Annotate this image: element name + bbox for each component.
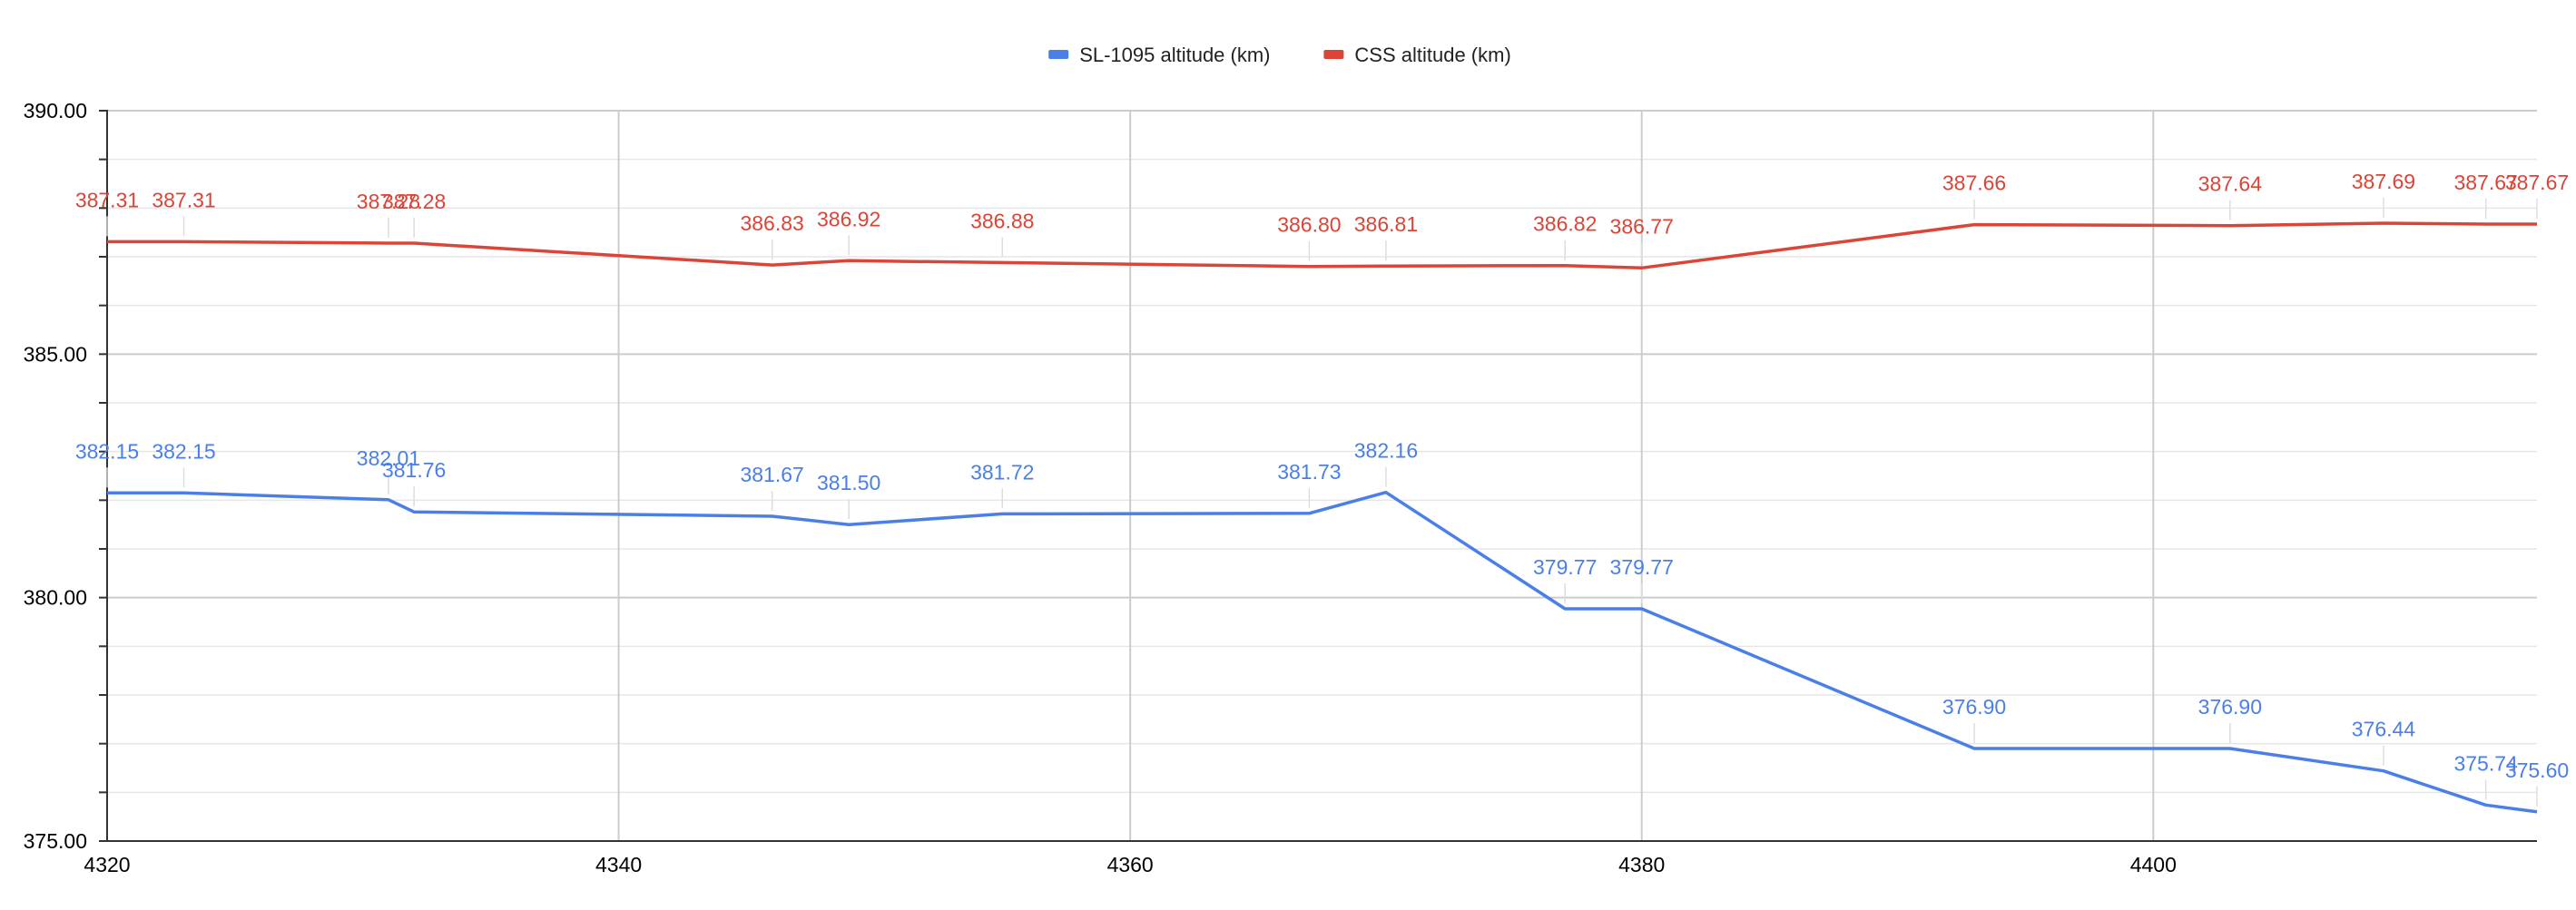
data-label: 386.81 xyxy=(1354,212,1418,236)
data-label: 376.90 xyxy=(2198,695,2262,719)
data-label: 387.64 xyxy=(2198,172,2263,196)
x-tick-label: 4400 xyxy=(2130,853,2177,876)
data-label: 381.67 xyxy=(740,463,803,486)
legend: SL-1095 altitude (km) CSS altitude (km) xyxy=(1048,44,1511,66)
legend-label: CSS altitude (km) xyxy=(1354,44,1510,66)
data-label: 376.90 xyxy=(1942,695,2006,719)
data-label: 382.16 xyxy=(1354,439,1418,463)
legend-swatch xyxy=(1048,50,1068,59)
data-label: 386.77 xyxy=(1610,214,1674,238)
data-label: 387.67 xyxy=(2505,171,2569,194)
x-tick-label: 4380 xyxy=(1618,853,1665,876)
data-label: 379.77 xyxy=(1533,555,1597,579)
series-lines xyxy=(107,223,2537,812)
data-label: 382.15 xyxy=(75,439,139,463)
legend-swatch xyxy=(1323,50,1343,59)
data-label: 387.69 xyxy=(2352,170,2415,193)
legend-label: SL-1095 altitude (km) xyxy=(1079,44,1270,66)
data-label: 386.92 xyxy=(817,207,880,230)
data-label: 387.31 xyxy=(152,188,215,211)
data-label: 379.77 xyxy=(1610,555,1674,579)
data-label: 386.88 xyxy=(970,209,1034,232)
y-tick-label: 380.00 xyxy=(24,586,87,610)
data-label: 387.28 xyxy=(382,190,446,213)
data-label: 381.50 xyxy=(817,471,880,494)
y-tick-label: 375.00 xyxy=(24,829,87,853)
data-label: 387.31 xyxy=(75,188,139,211)
data-label: 381.72 xyxy=(970,460,1034,484)
data-label: 375.60 xyxy=(2505,758,2569,782)
data-label: 387.66 xyxy=(1942,171,2006,195)
x-tick-label: 4320 xyxy=(84,853,130,876)
data-label: 376.44 xyxy=(2352,718,2416,741)
data-label: 381.73 xyxy=(1277,460,1341,484)
data-label: 386.82 xyxy=(1533,212,1597,236)
series-line-sl-1095 xyxy=(107,493,2537,812)
data-label: 386.83 xyxy=(740,211,803,235)
data-label: 381.76 xyxy=(382,458,446,482)
y-tick-label: 390.00 xyxy=(24,99,87,122)
x-tick-label: 4340 xyxy=(595,853,642,876)
data-label: 382.15 xyxy=(152,439,215,463)
x-tick-label: 4360 xyxy=(1107,853,1154,876)
y-tick-label: 385.00 xyxy=(24,342,87,366)
data-label: 386.80 xyxy=(1277,213,1341,237)
